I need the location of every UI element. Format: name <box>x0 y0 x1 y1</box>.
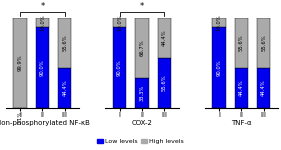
Bar <box>113 27 126 108</box>
Text: 66.7%: 66.7% <box>139 40 144 56</box>
X-axis label: TNF-α: TNF-α <box>231 120 252 126</box>
Bar <box>158 18 171 58</box>
Text: 0.1%: 0.1% <box>18 111 23 124</box>
X-axis label: COX-2: COX-2 <box>132 120 152 126</box>
Text: 99.9%: 99.9% <box>18 55 23 71</box>
Legend: Low levels, High levels: Low levels, High levels <box>95 136 186 147</box>
Bar <box>212 18 226 27</box>
Bar <box>13 18 27 108</box>
Bar <box>235 68 248 108</box>
Bar <box>235 18 248 68</box>
Text: 90.0%: 90.0% <box>117 59 122 76</box>
Text: 55.6%: 55.6% <box>261 35 266 51</box>
Text: 44.4%: 44.4% <box>261 80 266 96</box>
Bar <box>212 27 226 108</box>
Text: 55.6%: 55.6% <box>62 35 67 51</box>
Text: 10.0%: 10.0% <box>217 14 221 31</box>
Bar <box>113 18 126 27</box>
Bar <box>135 18 149 78</box>
Bar <box>158 58 171 108</box>
Text: 33.3%: 33.3% <box>139 85 144 101</box>
Bar <box>36 18 49 27</box>
Bar <box>135 78 149 108</box>
Text: 90.0%: 90.0% <box>40 59 45 76</box>
Bar <box>58 18 71 68</box>
Text: 10.0%: 10.0% <box>40 14 45 31</box>
Text: *: * <box>140 2 144 11</box>
Text: 44.4%: 44.4% <box>162 30 167 46</box>
Bar <box>257 18 270 68</box>
Text: *: * <box>40 2 45 11</box>
Text: 55.6%: 55.6% <box>162 75 167 91</box>
Text: 44.4%: 44.4% <box>239 80 244 96</box>
Bar <box>257 68 270 108</box>
Text: 44.4%: 44.4% <box>62 80 67 96</box>
Text: 90.0%: 90.0% <box>217 59 221 76</box>
X-axis label: Non-phosphorylated NF-κB: Non-phosphorylated NF-κB <box>0 120 89 126</box>
Bar <box>36 27 49 108</box>
Text: 55.6%: 55.6% <box>239 35 244 51</box>
Text: 10.0%: 10.0% <box>117 14 122 31</box>
Bar <box>58 68 71 108</box>
